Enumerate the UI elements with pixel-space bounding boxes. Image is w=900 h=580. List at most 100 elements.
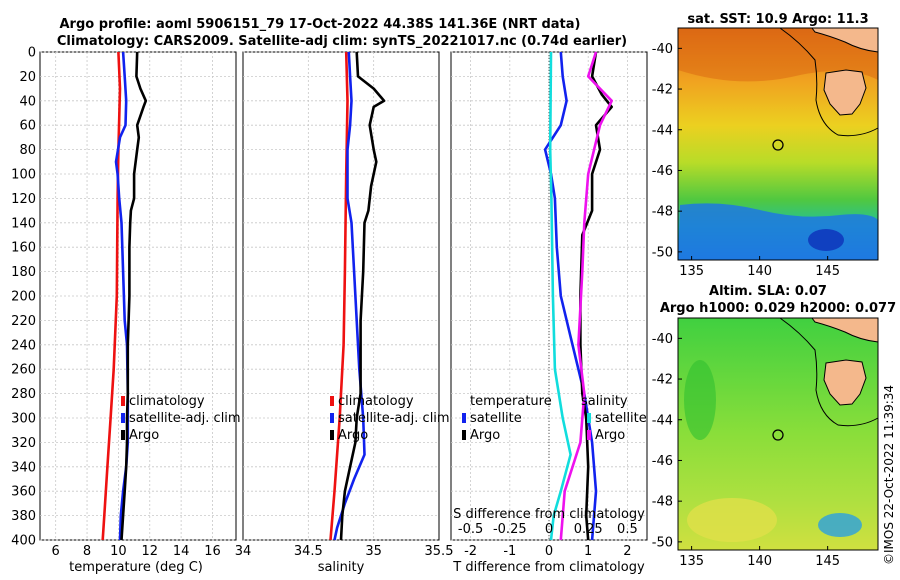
y-tick-label: 100 xyxy=(11,168,36,183)
map-y-tick-label: -40 xyxy=(652,42,673,57)
sla-eddy xyxy=(684,360,716,440)
sst-argo-marker xyxy=(772,139,784,151)
legend-label: satellite xyxy=(595,411,647,426)
sst-cold-eddy xyxy=(808,229,844,251)
legend-label: climatology xyxy=(129,394,205,409)
y-tick-label: 280 xyxy=(11,387,36,402)
salinity-legend: climatology satellite-adj. clim Argo xyxy=(330,394,450,443)
x-tick-label: 1 xyxy=(584,544,592,559)
series-line-argo xyxy=(339,51,386,541)
y-tick-label: 20 xyxy=(19,70,36,85)
y-tick-label: 200 xyxy=(11,290,36,305)
sst-mainland xyxy=(811,27,879,53)
x-tick-label: 34 xyxy=(235,544,252,559)
map-y-tick-label: -44 xyxy=(652,123,673,138)
x-tick-label: -2 xyxy=(464,544,477,559)
series-line-climatology xyxy=(329,51,349,541)
legend-swatch-argo xyxy=(121,430,125,440)
map-x-tick-label: 135 xyxy=(679,264,704,279)
x-tick-label: 14 xyxy=(173,544,190,559)
x-tick-label: -1 xyxy=(503,544,516,559)
s-tick-label: 0.25 xyxy=(574,522,603,537)
x-tick-label: 35 xyxy=(365,544,382,559)
x-tick-label: 34.5 xyxy=(294,544,323,559)
y-tick-label: 220 xyxy=(11,314,36,329)
legend-label: climatology xyxy=(338,394,414,409)
sla-map-frame xyxy=(677,317,879,551)
x-tick-label: 16 xyxy=(204,544,221,559)
x-tick-label: 35.5 xyxy=(425,544,454,559)
sla-map-title-line1: Altim. SLA: 0.07 xyxy=(709,284,827,299)
series-line-salinity-satellite xyxy=(548,51,572,541)
sla-map: Altim. SLA: 0.07 Argo h1000: 0.029 h2000… xyxy=(652,284,896,569)
series-line-climatology xyxy=(101,51,122,541)
x-tick-label: 10 xyxy=(110,544,127,559)
s-tick-label: 0 xyxy=(545,522,553,537)
legend-swatch-salinity-satellite xyxy=(587,413,591,423)
legend-swatch-temperature-satellite xyxy=(462,413,466,423)
legend-label: Argo xyxy=(595,428,625,443)
y-tick-label: 260 xyxy=(11,363,36,378)
y-tick-label: 400 xyxy=(11,534,36,549)
sla-eddy xyxy=(818,513,862,537)
x-tick-label: 2 xyxy=(623,544,631,559)
map-x-tick-label: 140 xyxy=(747,264,772,279)
map-x-tick-label: 135 xyxy=(679,554,704,569)
y-tick-label: 360 xyxy=(11,485,36,500)
map-x-tick-label: 140 xyxy=(747,554,772,569)
x-tick-label: 0 xyxy=(545,544,553,559)
y-tick-label: 60 xyxy=(19,119,36,134)
legend-label: satellite-adj. clim xyxy=(129,411,241,426)
x-tick-label: 6 xyxy=(52,544,60,559)
legend-swatch-satellite xyxy=(121,413,125,423)
legend-title-temperature: temperature xyxy=(470,394,552,409)
difference-panel: -2 -1 0 1 2 -0.5 -0.25 0 0.25 0.5 T difference fr… xyxy=(450,51,648,575)
legend-label: Argo xyxy=(129,428,159,443)
series-line-salinity-argo xyxy=(559,51,614,541)
y-tick-label: 120 xyxy=(11,192,36,207)
temperature-panel: 6 8 10 12 14 16020406080100120140160180200220… xyxy=(11,46,240,576)
legend-swatch-argo xyxy=(330,430,334,440)
map-x-tick-label: 145 xyxy=(815,554,840,569)
x-tick-label: 12 xyxy=(141,544,158,559)
y-tick-label: 0 xyxy=(28,46,36,61)
legend-label: Argo xyxy=(470,428,500,443)
map-y-tick-label: -50 xyxy=(652,245,673,260)
legend-label: satellite-adj. clim xyxy=(338,411,450,426)
y-tick-label: 160 xyxy=(11,241,36,256)
s-tick-label: -0.25 xyxy=(493,522,527,537)
salinity-xlabel: salinity xyxy=(318,560,365,575)
sla-tasmania xyxy=(823,359,867,406)
y-tick-label: 340 xyxy=(11,460,36,475)
s-tick-label: 0.5 xyxy=(617,522,638,537)
sla-eddy xyxy=(687,498,777,542)
sst-map-title: sat. SST: 10.9 Argo: 11.3 xyxy=(687,12,868,27)
sla-map-title-line2: Argo h1000: 0.029 h2000: 0.077 xyxy=(660,301,896,316)
map-y-tick-label: -50 xyxy=(652,535,673,550)
legend-swatch-climatology xyxy=(330,396,334,406)
map-y-tick-label: -46 xyxy=(652,164,673,179)
sla-mainland xyxy=(811,317,879,343)
legend-swatch-satellite xyxy=(330,413,334,423)
sla-argo-marker xyxy=(772,429,784,441)
series-line-temperature-argo xyxy=(579,51,614,541)
y-tick-label: 40 xyxy=(19,94,36,109)
figure-title-line1: Argo profile: aoml 5906151_79 17-Oct-202… xyxy=(60,17,581,32)
figure-title-line2: Climatology: CARS2009. Satellite-adj cli… xyxy=(57,34,627,49)
s-tick-label: -0.5 xyxy=(458,522,483,537)
map-y-tick-label: -42 xyxy=(652,83,673,98)
salinity-panel: 34 34.5 35 35.5 salinity climatology satell… xyxy=(235,51,454,575)
map-y-tick-label: -40 xyxy=(652,332,673,347)
legend-swatch-temperature-argo xyxy=(462,430,466,440)
temperature-legend: climatology satellite-adj. clim Argo xyxy=(121,394,241,443)
sst-shelf-contour xyxy=(779,27,879,137)
series-line-satellite-adj-clim xyxy=(333,51,366,541)
sst-map-frame xyxy=(677,27,879,261)
legend-label: satellite xyxy=(470,411,522,426)
x-tick-label: 8 xyxy=(83,544,91,559)
y-tick-label: 240 xyxy=(11,338,36,353)
y-tick-label: 80 xyxy=(19,143,36,158)
temperature-xlabel: temperature (deg C) xyxy=(69,560,203,575)
y-tick-label: 300 xyxy=(11,412,36,427)
